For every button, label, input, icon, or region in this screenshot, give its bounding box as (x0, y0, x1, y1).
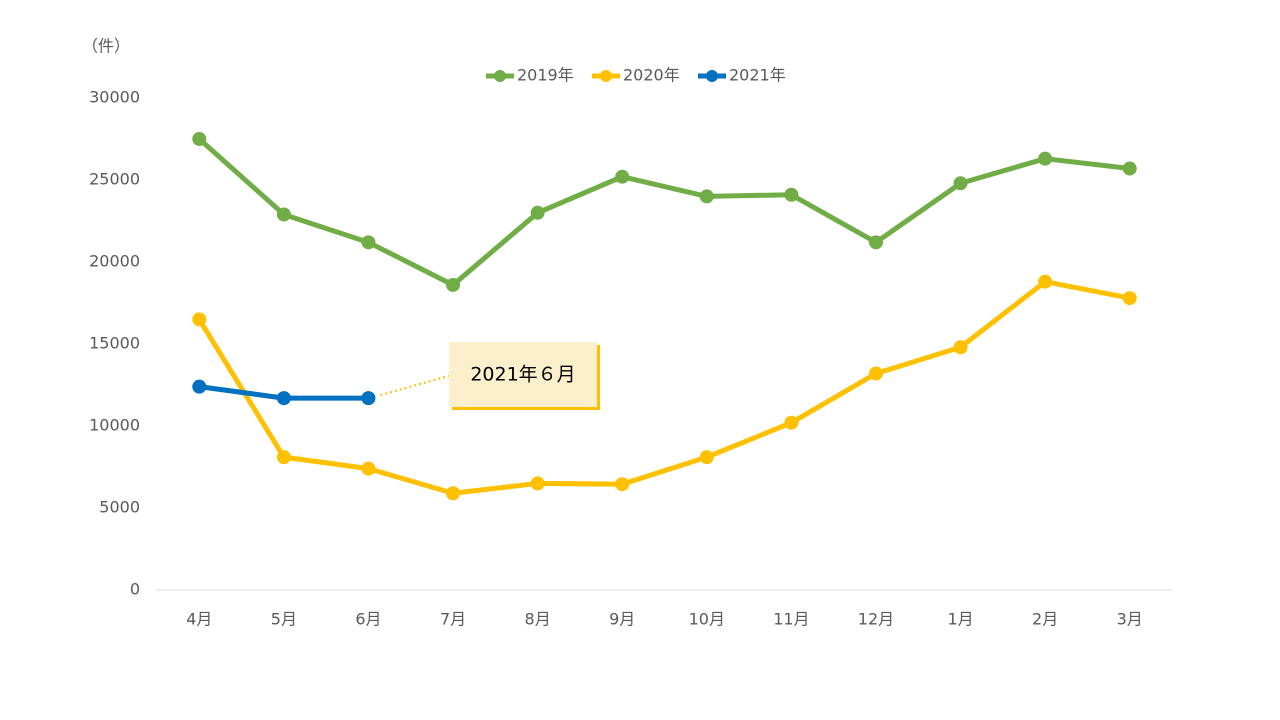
x-tick-label: 8月 (525, 610, 551, 629)
legend-item: 2021年 (698, 66, 786, 85)
annotation: 2021年６月 (470, 364, 575, 386)
point (361, 461, 376, 476)
point (446, 277, 461, 292)
y-axis-label: （件） (82, 37, 130, 56)
x-tick-label: 5月 (271, 610, 297, 629)
point (699, 450, 714, 465)
point (953, 340, 968, 355)
point (192, 379, 207, 394)
point (1122, 291, 1137, 306)
point (1122, 161, 1137, 176)
x-tick-label: 10月 (689, 610, 725, 629)
series-line (197, 279, 1131, 496)
point (192, 132, 207, 146)
point (276, 207, 291, 222)
legend-marker (706, 70, 718, 82)
point (868, 235, 883, 250)
x-tick-label: 1月 (947, 610, 973, 629)
y-tick-label: 30000 (89, 88, 140, 107)
x-tick-label: 7月 (440, 610, 466, 629)
x-tick-label: 2月 (1032, 610, 1058, 629)
point (699, 189, 714, 204)
x-tick-label: 12月 (858, 610, 894, 629)
point (953, 176, 968, 191)
point (276, 391, 291, 406)
point (615, 169, 630, 184)
legend-label: 2019年 (517, 66, 574, 85)
point (530, 205, 545, 220)
point (615, 477, 630, 492)
y-tick-label: 25000 (89, 170, 140, 189)
x-tick-label: 9月 (609, 610, 635, 629)
y-tick-label: 10000 (89, 416, 140, 435)
series-line (197, 137, 1130, 288)
y-tick-label: 15000 (89, 334, 140, 353)
y-tick-label: 5000 (99, 498, 140, 517)
y-tick-label: 20000 (89, 252, 140, 271)
point (192, 312, 207, 327)
legend-marker (494, 70, 506, 82)
point (784, 415, 799, 430)
point (276, 450, 291, 465)
legend-label: 2020年 (623, 66, 680, 85)
point (446, 486, 461, 501)
x-tick-label: 11月 (773, 610, 809, 629)
y-tick-label: 0 (130, 580, 140, 599)
callout-leader (380, 374, 453, 397)
point (1038, 274, 1053, 289)
callout-box (449, 342, 597, 407)
legend-marker (600, 70, 612, 82)
point (530, 476, 545, 491)
legend-item: 2020年 (592, 66, 680, 85)
point (1038, 151, 1053, 166)
point (784, 187, 799, 202)
x-tick-label: 3月 (1117, 610, 1143, 629)
legend-item: 2019年 (486, 66, 574, 85)
point (361, 235, 376, 250)
point (361, 391, 376, 406)
point (868, 366, 883, 381)
legend-label: 2021年 (729, 66, 786, 85)
x-tick-label: 6月 (355, 610, 381, 629)
x-tick-label: 4月 (186, 610, 212, 629)
